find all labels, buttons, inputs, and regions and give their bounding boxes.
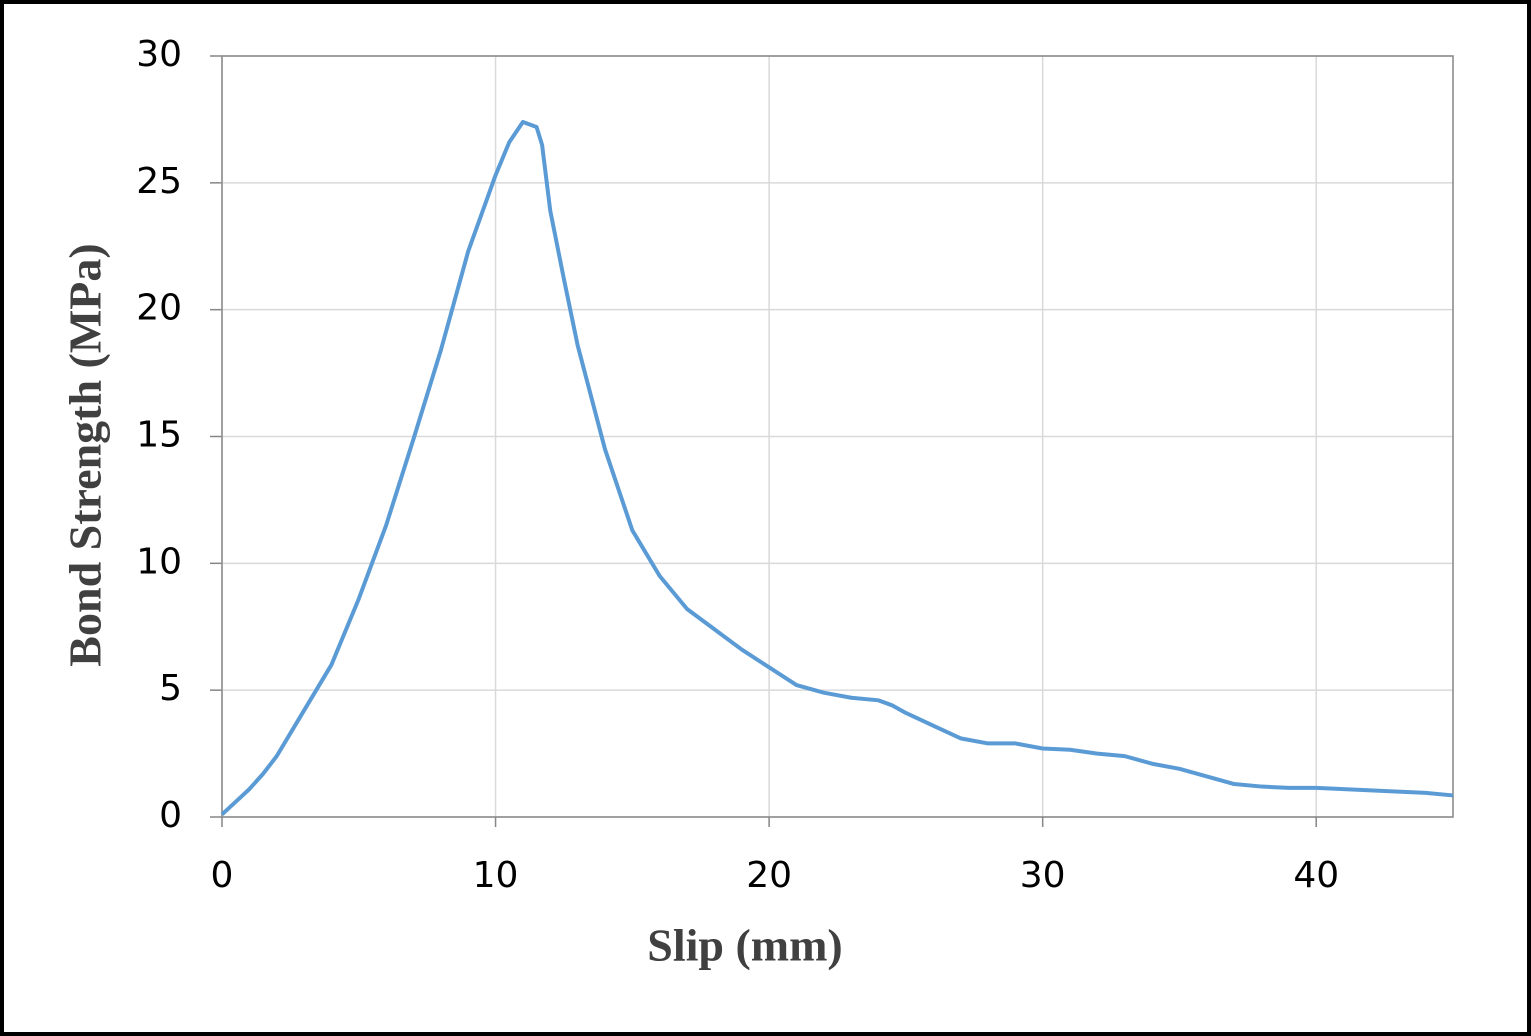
- y-tick-label: 25: [136, 161, 182, 202]
- y-tick-label: 15: [136, 415, 182, 456]
- y-tick-label: 10: [136, 541, 182, 582]
- y-tick-label: 0: [159, 795, 182, 836]
- x-tick-label: 10: [473, 855, 519, 896]
- x-tick-label: 40: [1293, 855, 1339, 896]
- plot-area: [221, 55, 1454, 818]
- y-axis-title: Bond Strength (MPa): [60, 243, 111, 666]
- y-tick-label: 20: [136, 288, 182, 329]
- x-tick-label: 0: [211, 855, 234, 896]
- y-tick-label: 30: [136, 34, 182, 75]
- data-line: [220, 119, 1454, 816]
- x-axis-title: Slip (mm): [647, 920, 843, 971]
- x-tick-label: 20: [746, 855, 792, 896]
- y-tick-label: 5: [159, 668, 182, 709]
- x-tick-label: 30: [1020, 855, 1066, 896]
